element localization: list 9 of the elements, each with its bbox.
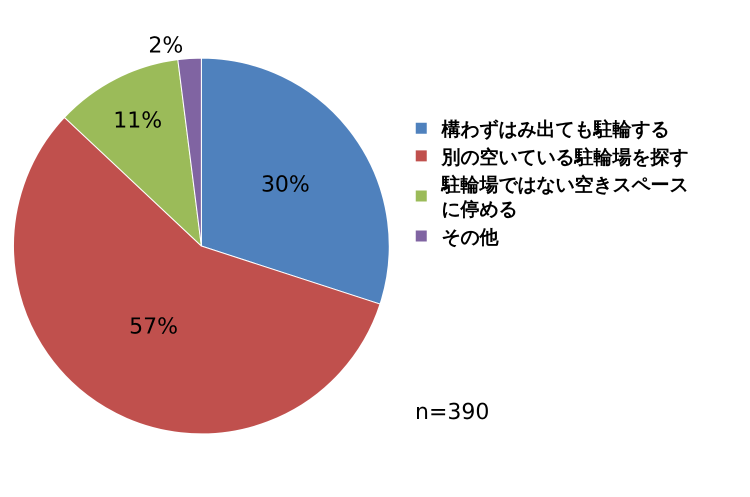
legend-label: 駐輪場ではない空きスペースに停める — [440, 174, 688, 221]
legend-label: 構わずはみ出ても駐輪する — [440, 118, 670, 141]
data-label: 30% — [260, 172, 310, 198]
text: n=390 — [415, 400, 490, 425]
data-label: 57% — [129, 314, 178, 340]
legend-label: 別の空いている駐輪場を探す — [440, 146, 688, 168]
data-label: 2% — [148, 34, 184, 59]
data-label: 11% — [113, 108, 162, 134]
legend-label: その他 — [441, 226, 500, 248]
